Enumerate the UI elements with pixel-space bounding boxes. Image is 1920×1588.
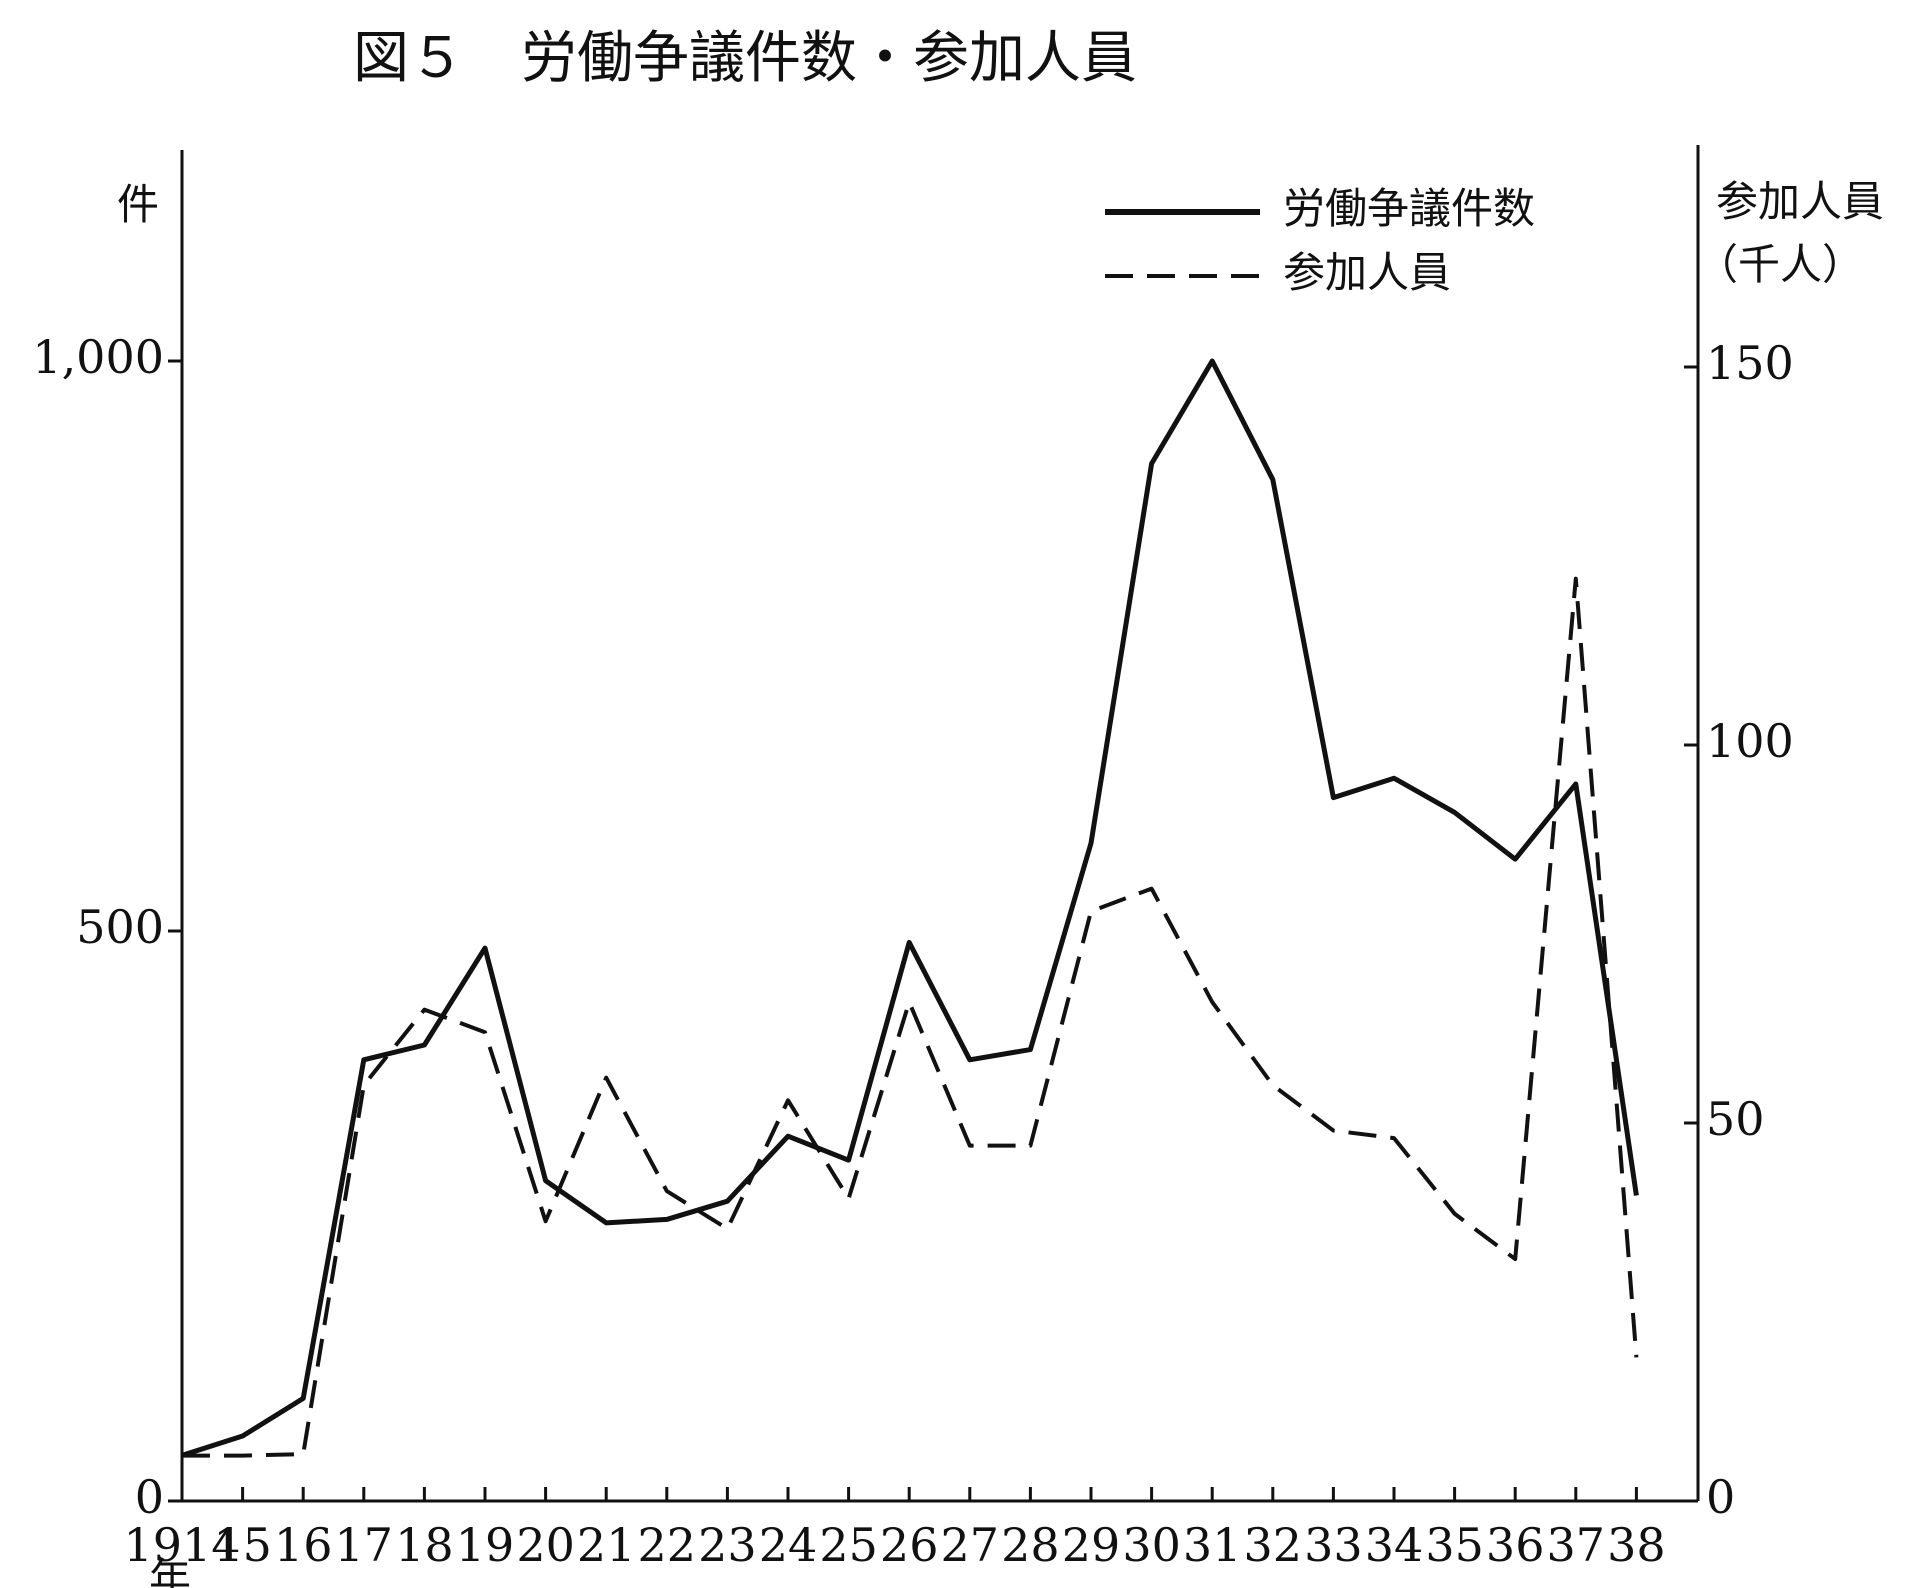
- y-tick-label: 1,000: [32, 330, 164, 384]
- x-tick-label: 19: [456, 1518, 515, 1572]
- y2-tick-label: 100: [1706, 714, 1794, 768]
- x-tick-label: 24: [759, 1518, 818, 1572]
- x-tick-label: 18: [395, 1518, 454, 1572]
- y2-tick-label: 150: [1706, 336, 1794, 390]
- x-tick-label: 21: [577, 1518, 636, 1572]
- x-tick-label: 35: [1425, 1518, 1484, 1572]
- x-axis-label: 年: [149, 1554, 191, 1588]
- x-tick-label: 38: [1607, 1518, 1666, 1572]
- x-tick-label: 31: [1183, 1518, 1242, 1572]
- x-tick-label: 22: [638, 1518, 697, 1572]
- legend-label: 労働争議件数: [1283, 184, 1535, 233]
- y2-axis-label: 参加人員: [1716, 177, 1884, 226]
- x-tick-label: 1914: [123, 1518, 240, 1572]
- x-tick-label: 17: [335, 1518, 394, 1572]
- y-tick-label: 500: [76, 900, 164, 954]
- y-tick-label: 0: [135, 1470, 164, 1524]
- series-line: [182, 576, 1639, 1458]
- x-tick-label: 33: [1304, 1518, 1363, 1572]
- x-tick-label: 34: [1365, 1518, 1424, 1572]
- x-tick-label: 23: [698, 1518, 757, 1572]
- x-tick-label: 30: [1122, 1518, 1181, 1572]
- y2-axis-unit: （千人）: [1696, 240, 1864, 289]
- x-tick-label: 16: [274, 1518, 333, 1572]
- y2-tick-label: 50: [1706, 1092, 1765, 1146]
- y-axis-label: 件: [117, 180, 159, 229]
- x-tick-label: 27: [941, 1518, 1000, 1572]
- y2-tick-label: 0: [1706, 1470, 1735, 1524]
- legend-label: 参加人員: [1283, 248, 1451, 297]
- x-tick-label: 29: [1062, 1518, 1121, 1572]
- x-tick-label: 26: [880, 1518, 939, 1572]
- x-tick-label: 36: [1486, 1518, 1545, 1572]
- x-tick-label: 28: [1001, 1518, 1060, 1572]
- x-tick-label: 20: [516, 1518, 575, 1572]
- x-tick-label: 25: [819, 1518, 878, 1572]
- series-line: [181, 358, 1639, 1458]
- chart-title: 図５ 労働争議件数・参加人員: [353, 26, 1137, 91]
- x-tick-label: 32: [1244, 1518, 1303, 1572]
- x-tick-label: 37: [1547, 1518, 1606, 1572]
- x-tick-label: 15: [213, 1518, 272, 1572]
